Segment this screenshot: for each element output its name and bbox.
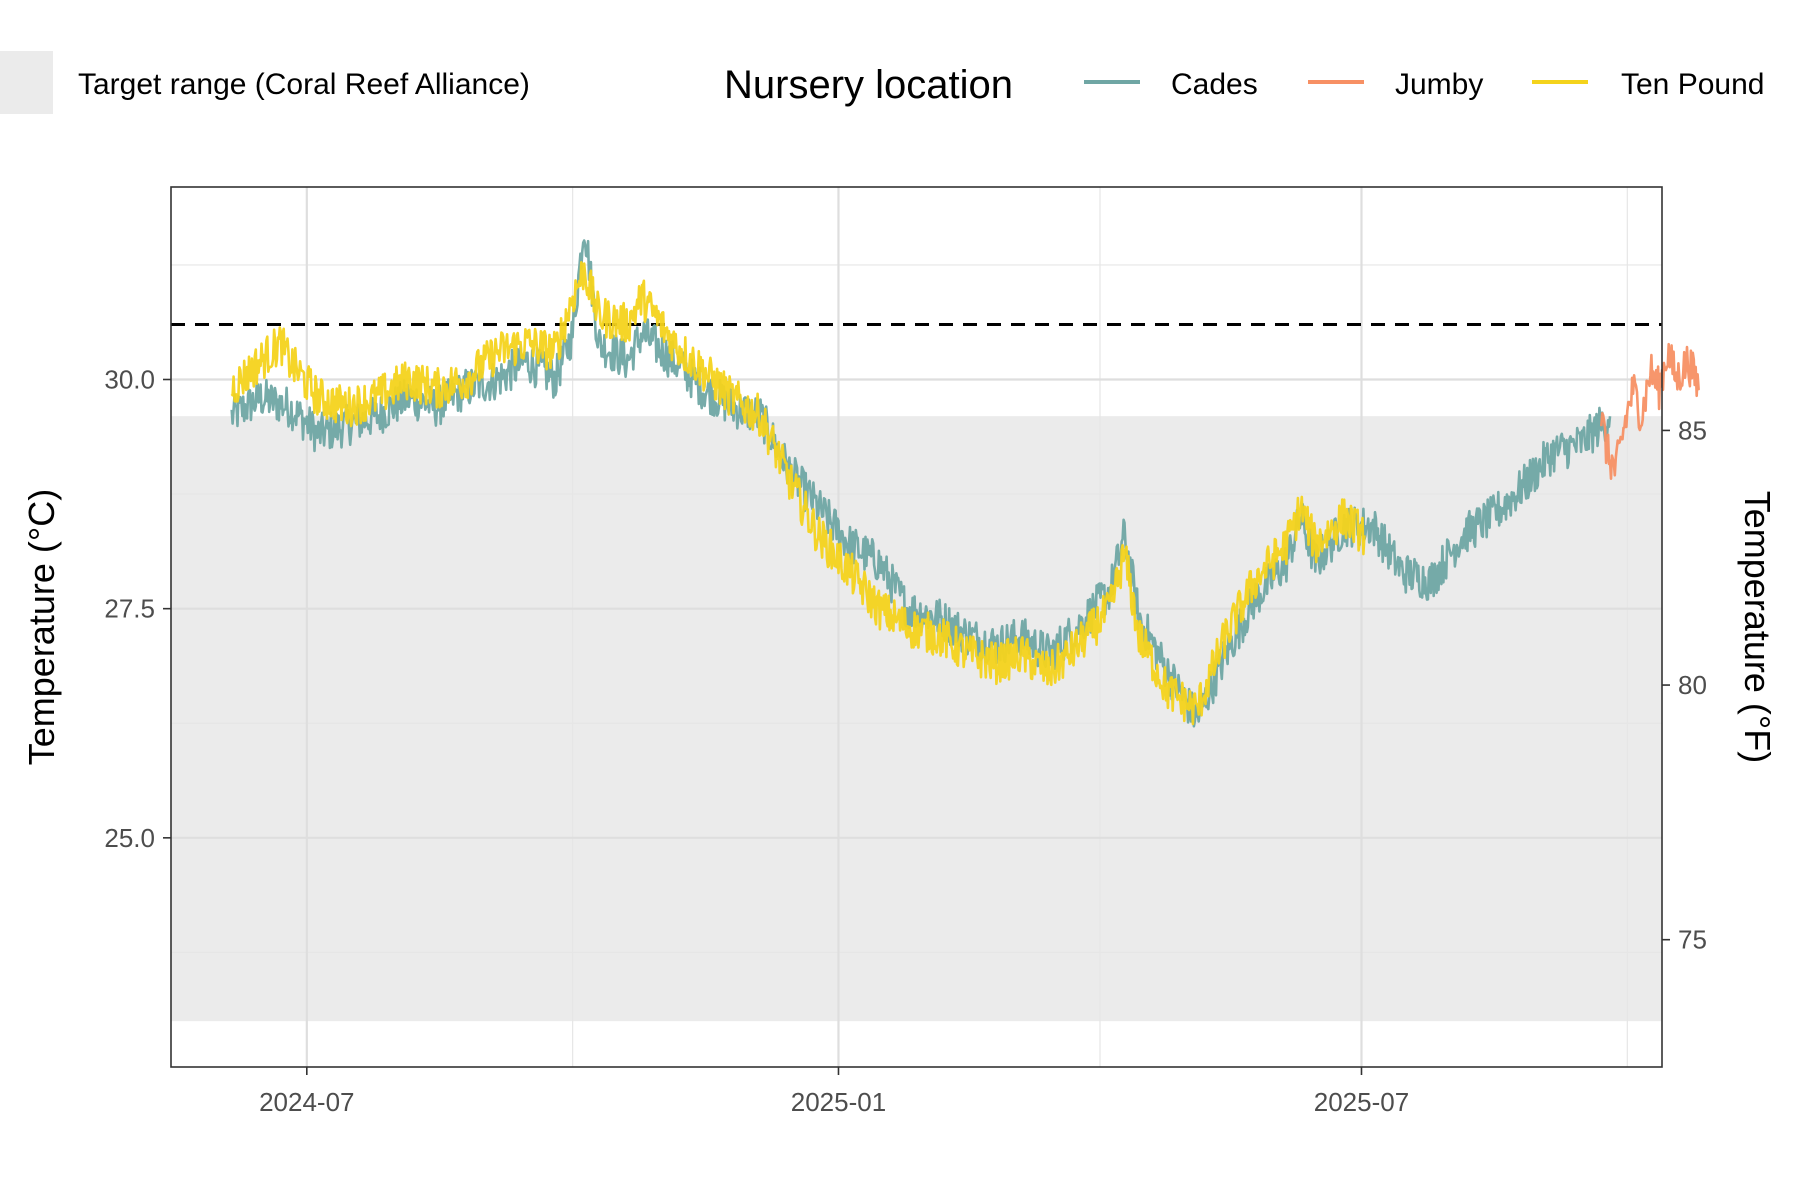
y-tick-label: 30.0: [104, 365, 155, 395]
legend-label-ten-pound: Ten Pound: [1621, 68, 1764, 101]
y2-tick-label: 85: [1678, 415, 1707, 445]
y-axis-title: Temperature (°C): [21, 489, 62, 765]
panel-border: [170, 186, 1663, 1068]
axes: 2024-07 2025-01 2025-07 25.0 27.5 30.0 75 80 85: [104, 365, 1707, 1118]
legend-label-cades: Cades: [1171, 68, 1258, 101]
y2-axis-title: Temperature (°F): [1737, 491, 1778, 763]
legend-title: Nursery location: [724, 63, 1013, 107]
y-tick-label: 27.5: [104, 594, 155, 624]
y2-tick-label: 80: [1678, 670, 1707, 700]
legend-key-target-range: [0, 51, 53, 114]
x-tick-label: 2024-07: [259, 1087, 354, 1117]
legend-label-jumby: Jumby: [1395, 68, 1483, 101]
legend-label-target-range: Target range (Coral Reef Alliance): [78, 68, 530, 101]
x-tick-label: 2025-07: [1314, 1087, 1409, 1117]
legend: Target range (Coral Reef Alliance) Nurse…: [0, 51, 1764, 114]
series-line-jumby: [1600, 342, 1701, 480]
series-layer: [230, 239, 1701, 728]
plot-panel: [170, 186, 1701, 1068]
y2-tick-label: 75: [1678, 925, 1707, 955]
y-tick-label: 25.0: [104, 823, 155, 853]
x-tick-label: 2025-01: [791, 1087, 886, 1117]
target-range-band: [171, 416, 1662, 1022]
series-line-ten-pound: [230, 261, 1366, 726]
